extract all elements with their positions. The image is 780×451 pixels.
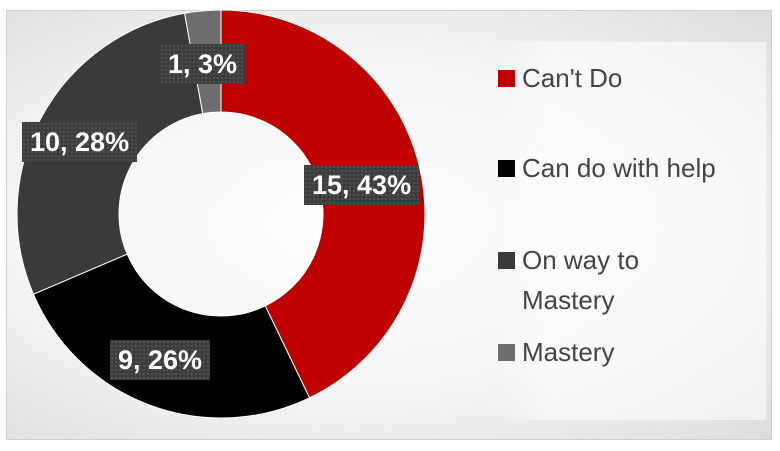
legend-swatch-mastery — [498, 344, 515, 361]
data-label-on-way-to-mastery: 10, 28% — [22, 122, 138, 162]
legend-label: Can do with help — [522, 153, 716, 183]
legend-label: On way to Mastery — [522, 245, 640, 315]
legend: Can't Do Can do with help On way to Mast… — [498, 42, 766, 420]
data-label-cant-do: 15, 43% — [304, 165, 420, 205]
legend-swatch-can-do-with-help — [498, 160, 515, 177]
data-label-can-do-with-help: 9, 26% — [110, 340, 211, 380]
data-label-mastery: 1, 3% — [160, 44, 246, 84]
legend-swatch-on-way-to-mastery — [498, 252, 515, 269]
legend-item-cant-do[interactable]: Can't Do — [498, 58, 732, 98]
slice-can-do-with-help[interactable] — [32, 253, 311, 419]
legend-item-on-way-to-mastery[interactable]: On way to Mastery — [498, 240, 732, 320]
legend-item-mastery[interactable]: Mastery — [498, 332, 732, 372]
legend-label: Can't Do — [522, 63, 623, 93]
legend-item-can-do-with-help[interactable]: Can do with help — [498, 148, 732, 188]
legend-swatch-cant-do — [498, 70, 515, 87]
legend-label: Mastery — [522, 337, 615, 367]
